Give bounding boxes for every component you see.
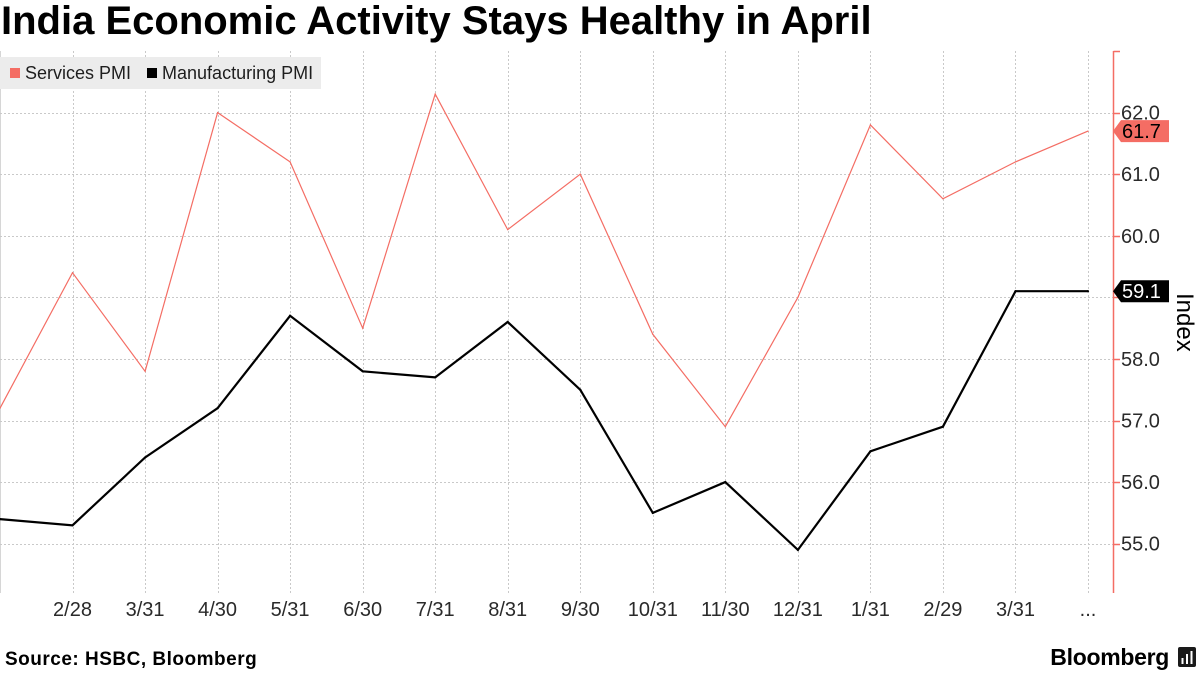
last-value-tag-services-pmi [1113,120,1169,143]
data-point-manufacturing-pmi [651,511,654,514]
x-tick-label: 3/31 [126,599,165,621]
x-tick-label: 2/29 [923,599,962,621]
legend-swatch-manufacturing-pmi [147,68,158,78]
data-point-manufacturing-pmi [289,314,292,317]
data-point-manufacturing-pmi [0,518,2,521]
data-point-services-pmi [724,426,726,428]
x-tick-label: 1/31 [851,599,890,621]
y-tick-label: 56.0 [1121,472,1160,494]
series-line-manufacturing-pmi [0,290,1088,552]
bloomberg-logo: Bloomberg [1050,644,1196,670]
bloomberg-terminal-icon [1178,647,1196,667]
chart-title: India Economic Activity Stays Healthy in… [1,0,872,43]
data-point-services-pmi [0,407,1,409]
last-value-tag-manufacturing-pmi [1113,280,1169,303]
last-value-text-services-pmi: 61.7 [1122,121,1161,143]
bloomberg-terminal-icon-graphic [1178,647,1196,667]
legend-swatch-services-pmi [10,68,20,78]
y-tick-label: 58.0 [1121,349,1160,371]
last-value-label-services-pmi: 61.7 [1113,120,1169,143]
x-tick-label: 7/31 [416,599,455,621]
legend-item-manufacturing-pmi: Manufacturing PMI [147,57,313,89]
data-point-services-pmi [217,112,219,114]
data-point-manufacturing-pmi [71,524,74,527]
data-point-manufacturing-pmi [434,376,437,379]
data-point-services-pmi [144,370,146,372]
y-tick-label: 61.0 [1121,164,1160,186]
data-point-services-pmi [652,333,654,335]
x-tick-label: 4/30 [198,599,237,621]
x-tick-label: 3/31 [996,599,1035,621]
legend-item-services-pmi: Services PMI [10,57,131,89]
source-note: Source: HSBC, Bloomberg [5,649,258,670]
data-point-services-pmi [1087,130,1089,132]
x-tick-label: ... [1080,599,1097,621]
data-point-services-pmi [71,272,74,274]
series-manufacturing-pmi [0,290,1090,552]
y-tick-label: 60.0 [1121,226,1160,248]
y-axis: 55.0 56.0 57.0 58.0 60.0 61.0 62.061.7 59.1 [1112,50,1169,593]
y-tick-label: 55.0 [1121,534,1160,556]
x-tick-label: 10/31 [628,599,678,621]
series-services-pmi [0,92,1089,428]
series-line-services-pmi [0,92,1089,428]
y-tick-label: 57.0 [1121,411,1160,433]
x-tick-label: 2/28 [53,599,92,621]
data-point-services-pmi [1014,161,1017,163]
last-value-label-manufacturing-pmi: 59.1 [1113,280,1169,303]
data-point-manufacturing-pmi [941,425,945,428]
data-point-manufacturing-pmi [506,320,509,324]
data-point-services-pmi [797,296,799,298]
data-point-manufacturing-pmi [796,548,800,552]
x-tick-label: 8/31 [488,599,527,621]
gridlines [0,51,1113,593]
data-point-manufacturing-pmi [579,388,582,391]
legend-label-manufacturing-pmi: Manufacturing PMI [162,63,314,83]
x-tick-label: 9/30 [561,599,600,621]
data-point-services-pmi [942,198,944,200]
x-axis-labels: 2/28 3/31 4/30 5/31 6/30 7/31 8/31 9/30 10/31 11/… [53,599,1096,621]
data-point-manufacturing-pmi [1014,290,1017,293]
legend-label-services-pmi: Services PMI [25,63,132,83]
series-lines [0,92,1090,552]
data-point-services-pmi [362,327,364,329]
data-point-services-pmi [579,173,581,175]
logo-wordmark: Bloomberg [1050,644,1169,670]
x-tick-label: 12/31 [773,599,823,621]
data-point-manufacturing-pmi [216,407,219,410]
data-point-manufacturing-pmi [361,370,364,373]
y-axis-title: Index [1171,293,1198,352]
y-tick-label: 62.0 [1121,103,1160,125]
data-point-services-pmi [289,161,291,163]
data-point-manufacturing-pmi [144,456,147,459]
data-point-manufacturing-pmi [724,481,727,484]
data-point-services-pmi [507,229,509,231]
data-point-services-pmi [434,93,436,95]
x-tick-label: 5/31 [271,599,310,621]
x-tick-label: 6/30 [343,599,382,621]
legend: Services PMI Manufacturing PMI [0,57,322,89]
data-point-services-pmi [869,124,872,126]
data-point-manufacturing-pmi [869,450,872,453]
data-point-manufacturing-pmi [1086,290,1090,293]
last-value-text-manufacturing-pmi: 59.1 [1122,281,1161,303]
x-tick-label: 11/30 [701,599,750,621]
